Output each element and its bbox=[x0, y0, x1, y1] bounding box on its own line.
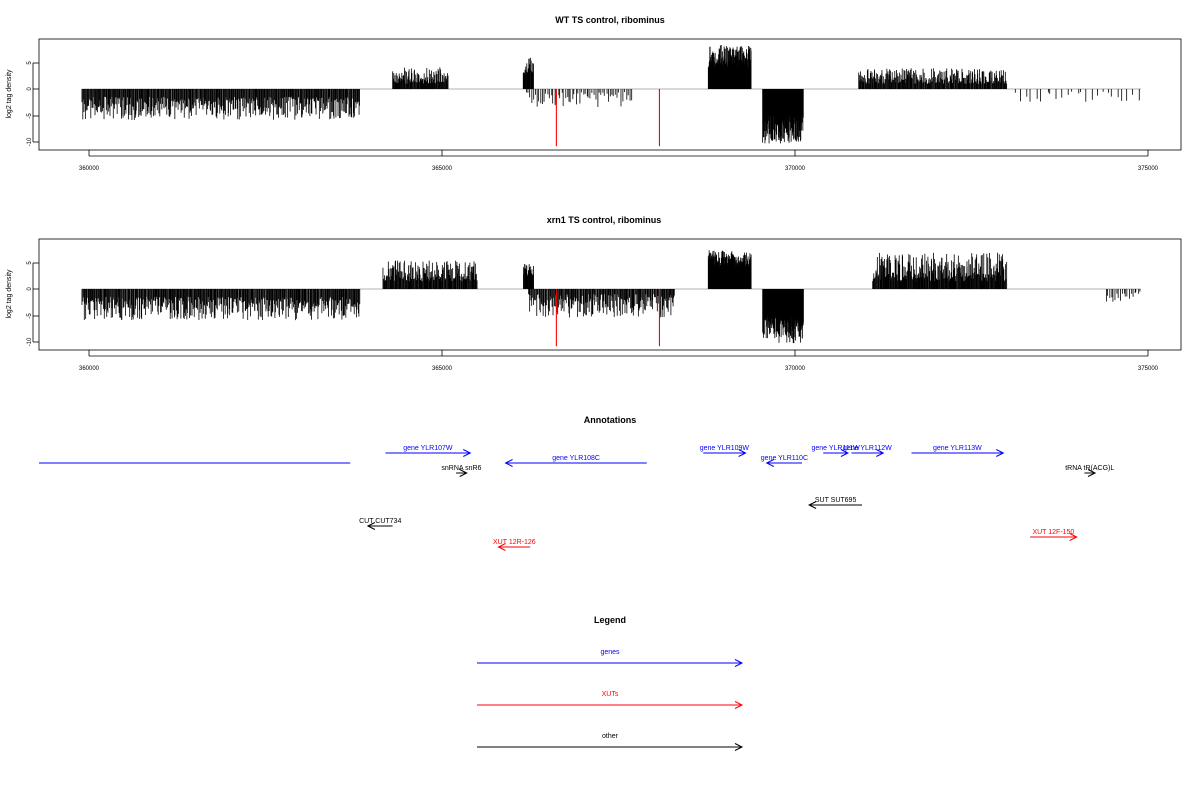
annotation-feature: gene YLR110C bbox=[761, 455, 808, 467]
annotation-feature: gene YLR111W bbox=[811, 445, 860, 457]
annotation-feature: snRNA snR6 bbox=[441, 465, 482, 477]
x-tick-label: 375000 bbox=[1138, 366, 1159, 372]
x-tick-label: 360000 bbox=[79, 366, 100, 372]
arrow-head bbox=[366, 522, 376, 530]
panel-title: WT TS control, ribominus bbox=[555, 15, 665, 25]
arrow-head bbox=[734, 701, 744, 709]
legend-item: genes bbox=[477, 649, 744, 667]
arrow-head bbox=[734, 743, 744, 751]
panel-title: xrn1 TS control, ribominus bbox=[547, 215, 662, 225]
arrow-head bbox=[765, 459, 774, 467]
annotation-label: XUT 12F-150 bbox=[1032, 529, 1074, 536]
x-tick-label: 360000 bbox=[79, 166, 100, 172]
annotation-label: XUT 12R-126 bbox=[493, 539, 536, 546]
arrow-head bbox=[1087, 469, 1097, 477]
x-tick-label: 370000 bbox=[785, 366, 806, 372]
annotation-feature: SUT SUT695 bbox=[808, 497, 863, 509]
arrow-head bbox=[840, 449, 850, 457]
y-tick-label: -5 bbox=[27, 113, 33, 119]
arrow-head bbox=[459, 469, 468, 477]
axis-ticks bbox=[32, 262, 1149, 357]
x-tick-label: 370000 bbox=[785, 166, 806, 172]
density-bars bbox=[81, 250, 1141, 347]
y-tick-label: 5 bbox=[27, 261, 33, 265]
annotation-label: gene YLR107W bbox=[403, 445, 453, 452]
arrow-head bbox=[463, 449, 472, 457]
annotation-feature: XUT 12R-126 bbox=[493, 539, 536, 551]
legend-item: XUTs bbox=[477, 691, 744, 709]
annotation-feature: gene YLR112W bbox=[843, 445, 892, 457]
arrow-head bbox=[1069, 533, 1078, 541]
arrow-head bbox=[504, 459, 513, 467]
annotation-label: gene YLR111W bbox=[811, 445, 860, 452]
annotation-label: SUT SUT695 bbox=[815, 497, 857, 504]
y-axis-label: log2 tag density bbox=[6, 269, 13, 319]
annotation-feature: tRNA tR(ACG)L bbox=[1065, 465, 1114, 477]
annotation-label: CUT CUT734 bbox=[359, 518, 401, 525]
annotation-feature: CUT CUT734 bbox=[359, 518, 401, 530]
annotation-label: snRNA snR6 bbox=[441, 465, 481, 472]
annotation-feature: XUT 12F-150 bbox=[1030, 529, 1078, 541]
arrow-head bbox=[808, 501, 817, 509]
plot-frame bbox=[38, 38, 1182, 151]
y-axis-label: log2 tag density bbox=[6, 69, 13, 119]
axis-ticks bbox=[32, 62, 1149, 157]
annotation-feature: gene YLR107W bbox=[385, 445, 472, 457]
arrow-head bbox=[734, 659, 744, 667]
annotation-label: gene YLR113W bbox=[933, 445, 982, 452]
arrow-head bbox=[996, 449, 1005, 457]
y-tick-label: 0 bbox=[27, 87, 33, 91]
plot-frame bbox=[38, 238, 1182, 351]
xrn1-density-panel: xrn1 TS control, ribominus log2 tag dens… bbox=[6, 215, 1182, 372]
annotation-label: gene YLR110C bbox=[761, 455, 808, 462]
legend-item: other bbox=[477, 733, 744, 751]
y-tick-label: 0 bbox=[27, 287, 33, 291]
annotations-title: Annotations bbox=[584, 415, 637, 425]
legend-title: Legend bbox=[594, 615, 626, 625]
arrow-head bbox=[876, 449, 885, 457]
y-tick-label: -10 bbox=[27, 337, 33, 346]
y-tick-label: -5 bbox=[27, 313, 33, 319]
legend-label: genes bbox=[600, 649, 620, 656]
legend-label: XUTs bbox=[602, 691, 619, 698]
x-tick-label: 375000 bbox=[1138, 166, 1159, 172]
y-tick-label: 5 bbox=[27, 61, 33, 65]
annotation-label: tRNA tR(ACG)L bbox=[1065, 465, 1114, 472]
annotations-track: Annotations gene YLR107W gene YLR108C snRN… bbox=[39, 415, 1114, 551]
density-bars bbox=[81, 45, 1141, 147]
legend: Legend genes XUTs other bbox=[477, 615, 744, 751]
annotation-feature: gene YLR113W bbox=[911, 445, 1005, 457]
x-tick-label: 365000 bbox=[432, 166, 453, 172]
y-tick-label: -10 bbox=[27, 137, 33, 146]
x-tick-label: 365000 bbox=[432, 366, 453, 372]
arrow-head bbox=[738, 449, 747, 457]
annotation-feature: gene YLR108C bbox=[504, 455, 647, 467]
annotation-label: gene YLR112W bbox=[843, 445, 892, 452]
annotation-label: gene YLR108C bbox=[552, 455, 600, 462]
annotation-label: gene YLR109W bbox=[700, 445, 750, 452]
wt-density-panel: WT TS control, ribominus log2 tag densit… bbox=[6, 15, 1182, 172]
legend-label: other bbox=[602, 733, 619, 740]
annotation-feature: gene YLR109W bbox=[700, 445, 750, 457]
arrow-head bbox=[497, 543, 506, 551]
